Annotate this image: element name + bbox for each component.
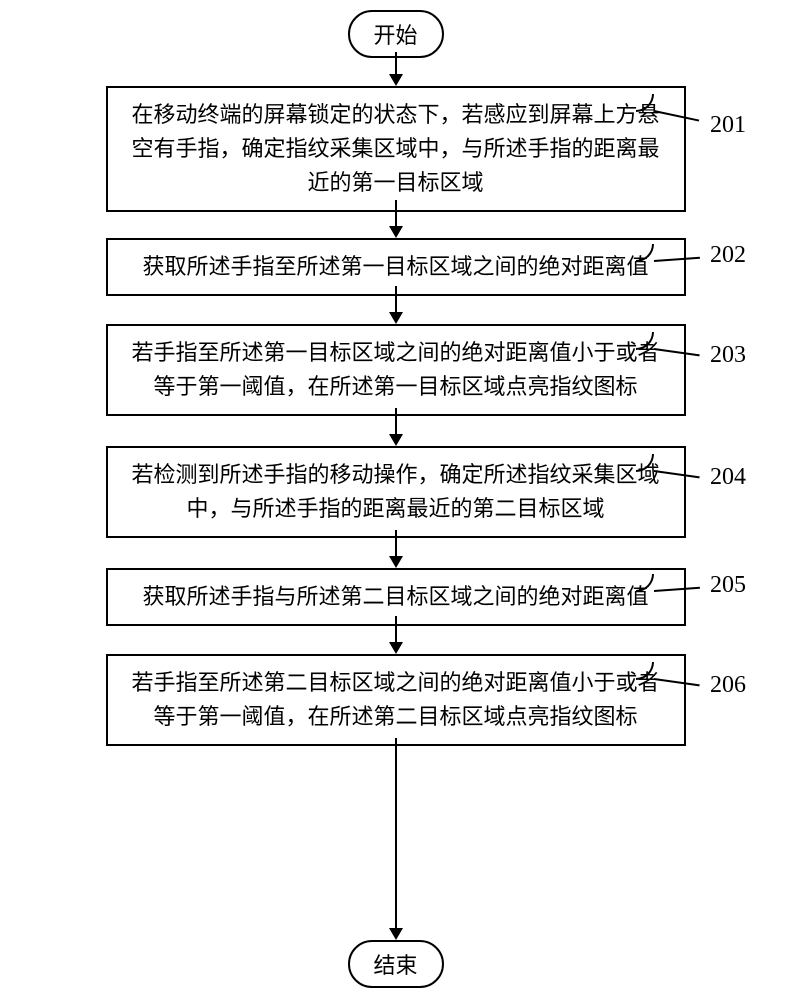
step-204-text: 若检测到所述手指的移动操作，确定所述指纹采集区域中，与所述手指的距离最近的第二目… — [122, 458, 670, 526]
terminator-start: 开始 — [347, 10, 443, 58]
flowchart-container: 开始 在移动终端的屏幕锁定的状态下，若感应到屏幕上方悬空有手指，确定指纹采集区域… — [0, 0, 791, 1000]
step-201-text: 在移动终端的屏幕锁定的状态下，若感应到屏幕上方悬空有手指，确定指纹采集区域中，与… — [122, 98, 670, 200]
label-201: 201 — [710, 112, 746, 139]
label-204: 204 — [710, 464, 746, 491]
step-203: 若手指至所述第一目标区域之间的绝对距离值小于或者等于第一阈值，在所述第一目标区域… — [106, 324, 686, 416]
step-204: 若检测到所述手指的移动操作，确定所述指纹采集区域中，与所述手指的距离最近的第二目… — [106, 446, 686, 538]
label-202: 202 — [710, 242, 746, 269]
label-206: 206 — [710, 672, 746, 699]
step-205-text: 获取所述手指与所述第二目标区域之间的绝对距离值 — [142, 580, 648, 614]
terminator-start-text: 开始 — [373, 18, 417, 50]
step-206-text: 若手指至所述第二目标区域之间的绝对距离值小于或者等于第一阈值，在所述第二目标区域… — [122, 666, 670, 734]
label-205: 205 — [710, 572, 746, 599]
terminator-end-text: 结束 — [373, 948, 417, 980]
step-203-text: 若手指至所述第一目标区域之间的绝对距离值小于或者等于第一阈值，在所述第一目标区域… — [122, 336, 670, 404]
label-203: 203 — [710, 342, 746, 369]
step-202-text: 获取所述手指至所述第一目标区域之间的绝对距离值 — [142, 250, 648, 284]
step-201: 在移动终端的屏幕锁定的状态下，若感应到屏幕上方悬空有手指，确定指纹采集区域中，与… — [106, 86, 686, 212]
terminator-end: 结束 — [347, 940, 443, 988]
step-206: 若手指至所述第二目标区域之间的绝对距离值小于或者等于第一阈值，在所述第二目标区域… — [106, 654, 686, 746]
